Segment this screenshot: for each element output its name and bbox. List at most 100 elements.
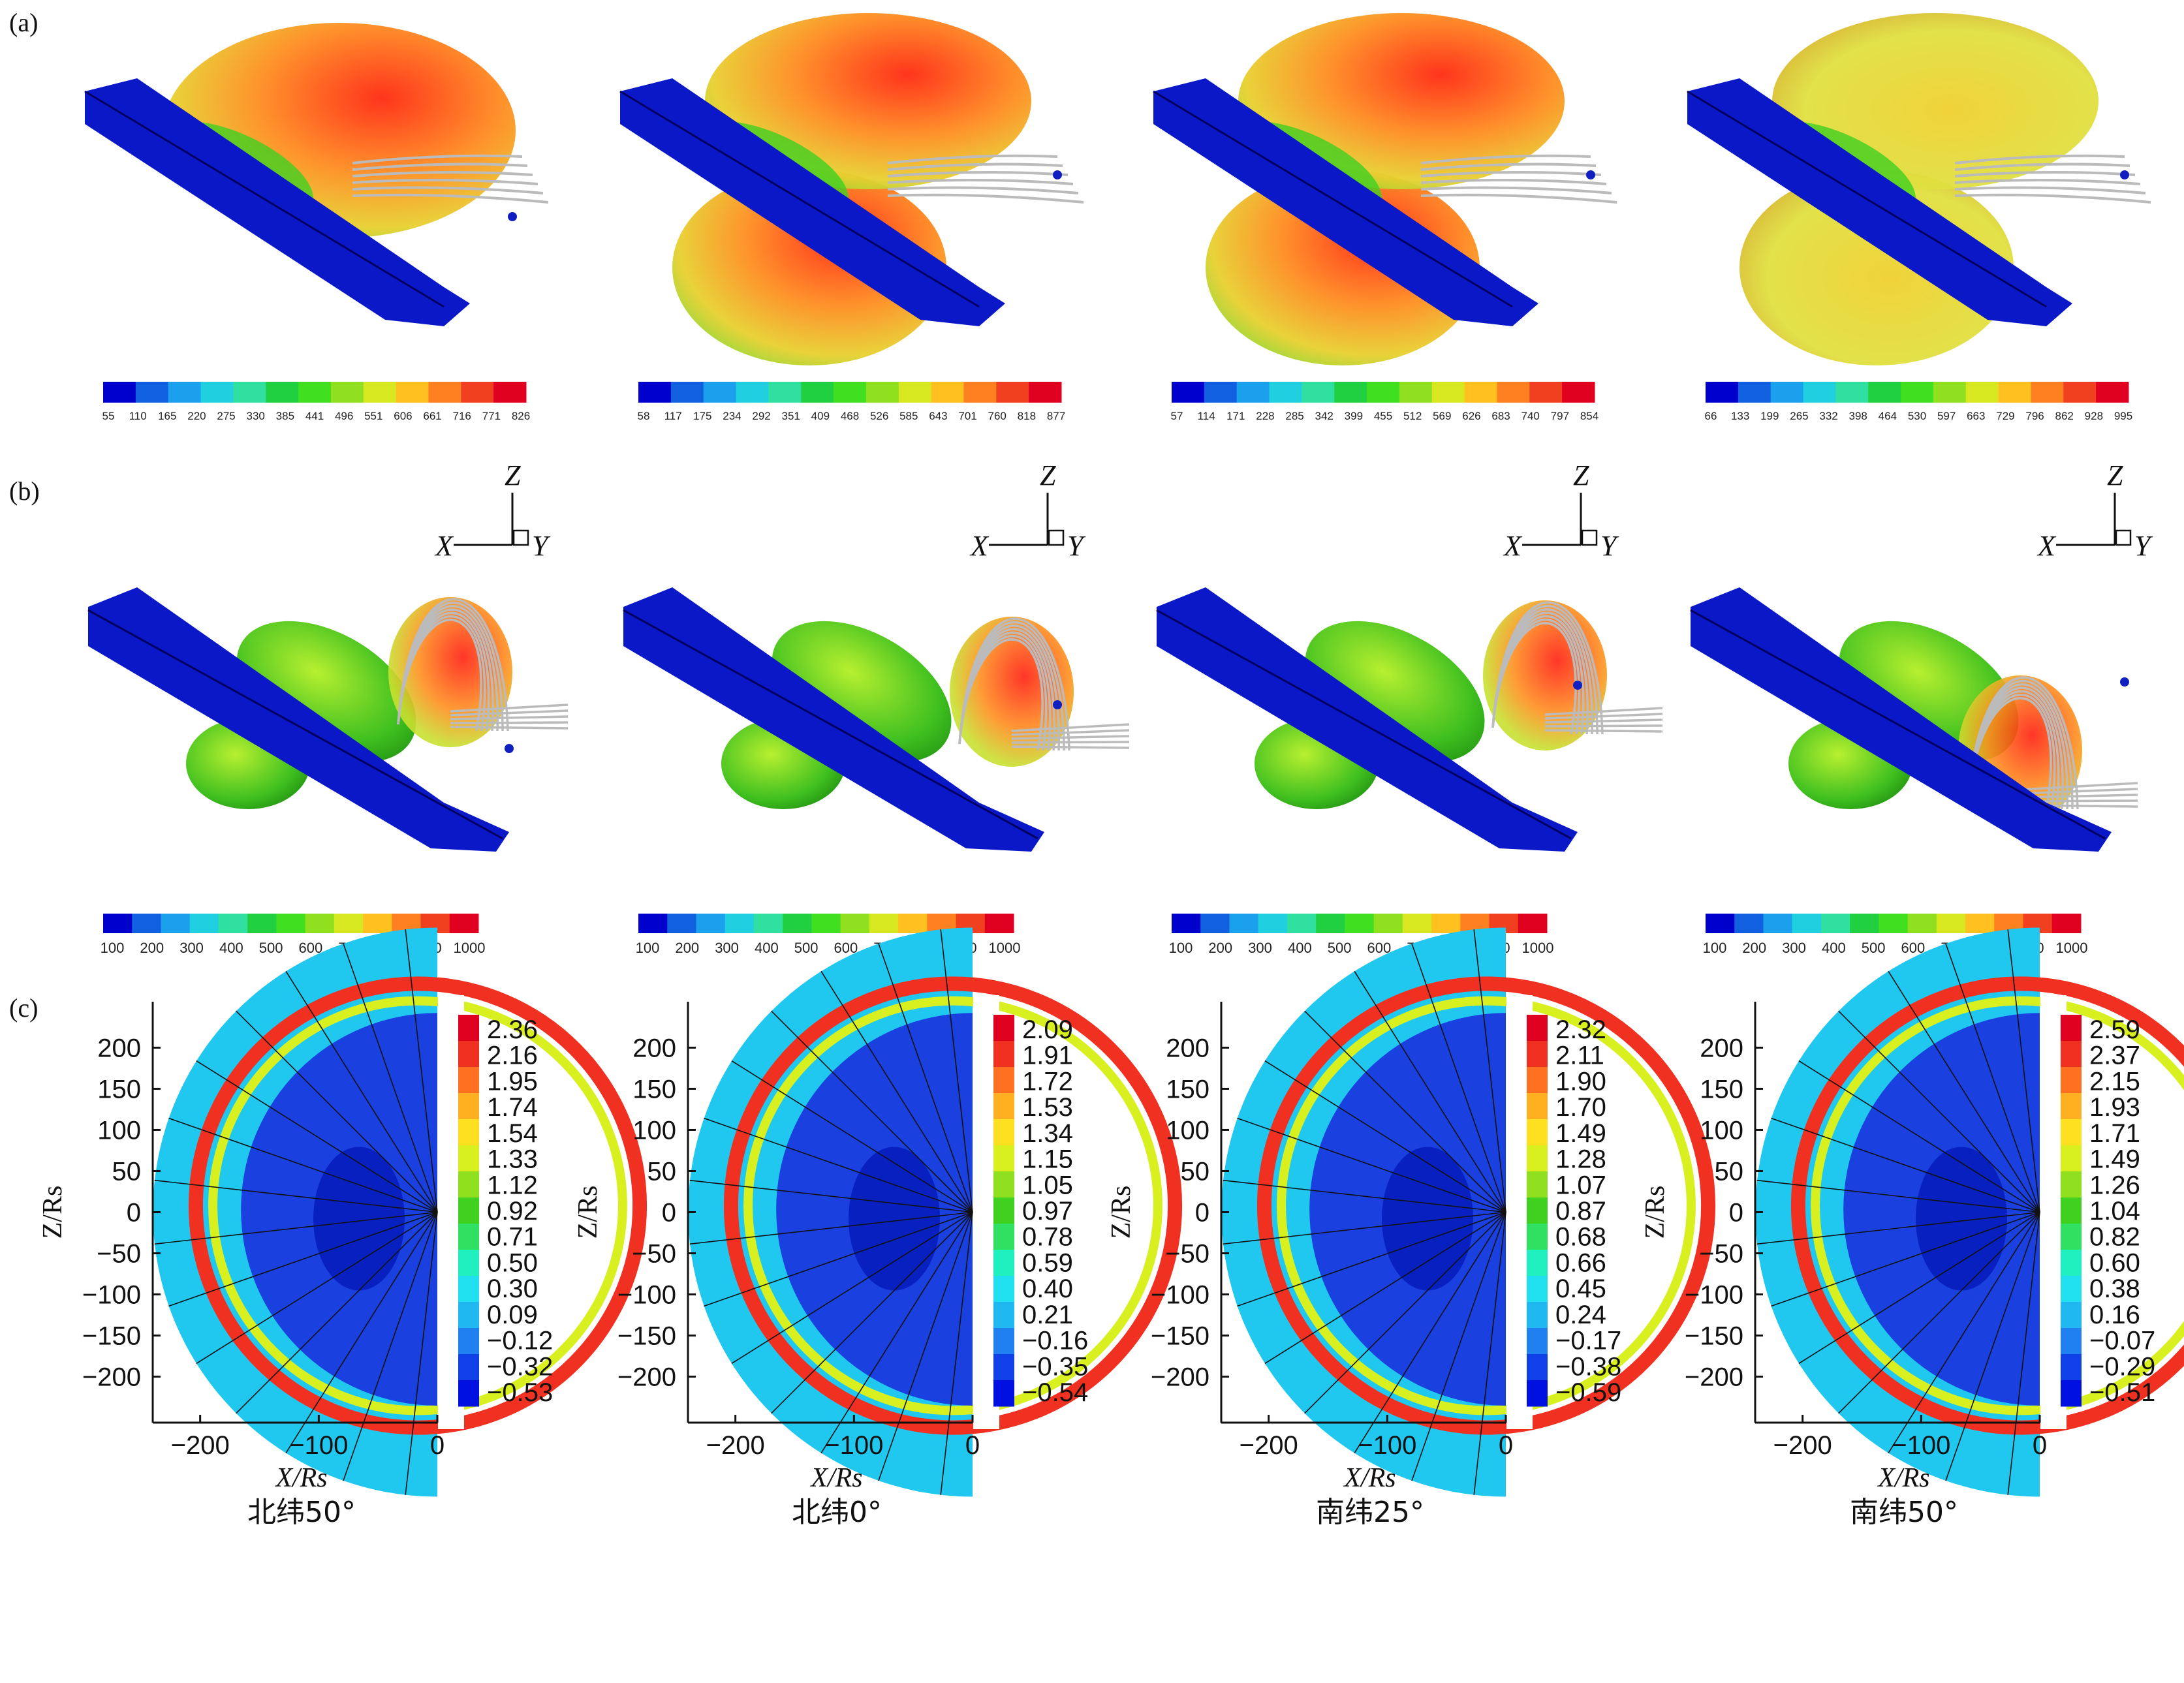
field-line	[2020, 794, 2138, 799]
colorbar-tick: 0.97	[1022, 1197, 1073, 1226]
colorbar-swatch	[1907, 914, 1937, 933]
panel-a-3: 57 114 171 228 285 342 399 455 512 569 626 683 740 79…	[1153, 13, 1617, 422]
colorbar-tick: 797	[1551, 410, 1569, 422]
field-line	[1304, 1010, 1506, 1213]
field-line	[168, 1211, 438, 1307]
field-line	[878, 943, 973, 1212]
x-tick-label: −100	[824, 1431, 883, 1460]
colorbar-swatch	[132, 914, 161, 933]
field-line	[450, 726, 569, 730]
colorbar-tick: 1.07	[1555, 1171, 1606, 1199]
colorbar-tick: 0.92	[487, 1197, 538, 1226]
colorbar-tick: −0.17	[1555, 1327, 1621, 1355]
x-tick-label: 0	[965, 1431, 980, 1460]
colorbar-tick: 600	[1901, 940, 1926, 956]
colorbar-swatch	[458, 1224, 479, 1250]
colorbar-swatch	[993, 1041, 1014, 1068]
colorbar-swatch	[1431, 382, 1465, 403]
current-sheet	[1691, 587, 2112, 852]
panel-caption: 北纬0°	[792, 1496, 882, 1529]
colorbar-swatch	[2061, 1380, 2082, 1407]
colorbar-swatch	[1527, 1354, 1548, 1381]
sheet-edge	[1687, 90, 2047, 308]
colorbar-swatch	[458, 1015, 479, 1042]
field-line	[1756, 1179, 2040, 1213]
current-sheet	[623, 587, 1044, 852]
field-line	[887, 193, 1084, 204]
y-tick-label: −200	[82, 1363, 141, 1392]
x-tick-label: −100	[1892, 1431, 1950, 1460]
colorbar-tick: −0.54	[1022, 1378, 1088, 1407]
colorbar-swatch	[330, 382, 364, 403]
y-tick-label: 150	[1166, 1075, 1209, 1104]
colorbar-swatch	[1302, 382, 1335, 403]
sheet-edge	[1690, 609, 2106, 840]
field-line	[820, 970, 973, 1212]
colorbar-tick: 716	[453, 410, 471, 422]
colorbar-tick: 400	[755, 940, 779, 956]
field-line	[1954, 193, 2151, 204]
field-line	[450, 721, 569, 724]
flux-rope-core	[313, 1147, 405, 1291]
colorbar-swatch	[2061, 1250, 2082, 1276]
colorbar-tick: 409	[811, 410, 830, 422]
colorbar-swatch	[363, 382, 397, 403]
colorbar-swatch	[2063, 382, 2097, 403]
y-tick-label: −100	[1685, 1281, 1743, 1310]
field-line	[450, 703, 569, 713]
field-line	[771, 1211, 973, 1414]
field-line	[1354, 1212, 1506, 1454]
field-line	[236, 1010, 438, 1213]
field-line	[405, 1212, 438, 1495]
colorbar-a: 55 110 165 220 275 330 385 441 496 551 606 661 716 77…	[102, 382, 530, 422]
colorbar-swatch	[993, 1145, 1014, 1172]
y-tick-label: 0	[662, 1199, 676, 1228]
y-tick-label: −100	[1151, 1281, 1209, 1310]
colorbar-swatch	[247, 914, 277, 933]
colorbar-swatch	[1527, 1067, 1548, 1094]
colorbar-swatch	[1562, 382, 1595, 403]
colorbar-tick: 854	[1580, 410, 1599, 422]
colorbar-tick: 117	[664, 410, 682, 422]
field-line	[343, 1212, 438, 1481]
colorbar-swatch	[2061, 1354, 2082, 1381]
y-tick-label: 100	[1700, 1116, 1743, 1145]
colorbar-tick: 228	[1256, 410, 1274, 422]
colorbar-swatch	[1204, 382, 1238, 403]
colorbar-swatch	[461, 382, 494, 403]
colorbar-swatch	[233, 382, 266, 403]
colorbar-tick: 0.68	[1555, 1223, 1606, 1252]
y-tick-label: −50	[1165, 1240, 1209, 1269]
colorbar-tick: 2.32	[1555, 1015, 1606, 1044]
colorbar-swatch	[2031, 382, 2064, 403]
x-tick-label: 0	[2033, 1431, 2047, 1460]
colorbar-swatch	[1200, 914, 1230, 933]
colorbar-tick: 1.72	[1022, 1067, 1073, 1096]
field-line	[352, 186, 544, 194]
y-tick-label: −100	[82, 1281, 141, 1310]
colorbar-tick: 1.53	[1022, 1093, 1073, 1122]
colorbar-swatch	[696, 914, 726, 933]
colorbar-tick: 526	[870, 410, 888, 422]
field-line	[704, 1117, 973, 1213]
colorbar-tick: 0.59	[1022, 1248, 1073, 1277]
colorbar-swatch	[458, 1093, 479, 1120]
colorbar-tick: 100	[636, 940, 660, 956]
colorbar-tick: 2.15	[2089, 1067, 2140, 1096]
colorbar-swatch	[1850, 914, 1879, 933]
colorbar-swatch	[993, 1380, 1014, 1407]
field-line	[1544, 707, 1663, 716]
colorbar-swatch	[458, 1197, 479, 1224]
colorbar-swatch	[161, 914, 191, 933]
colorbar-swatch	[1229, 914, 1259, 933]
colorbar-tick: 2.09	[1022, 1015, 1073, 1044]
colorbar-tick: 0.78	[1022, 1223, 1073, 1252]
row-b-panels: ZXY1002003004005006007008009001000ZXY100…	[87, 459, 2153, 956]
colorbar-swatch	[458, 1380, 479, 1407]
field-line	[168, 1117, 438, 1213]
x-tick-label: −100	[1358, 1431, 1416, 1460]
colorbar-a: 58 117 175 234 292 351 409 468 526 585 643 701 760 81…	[638, 382, 1065, 422]
colorbar-swatch	[2061, 1041, 2082, 1068]
